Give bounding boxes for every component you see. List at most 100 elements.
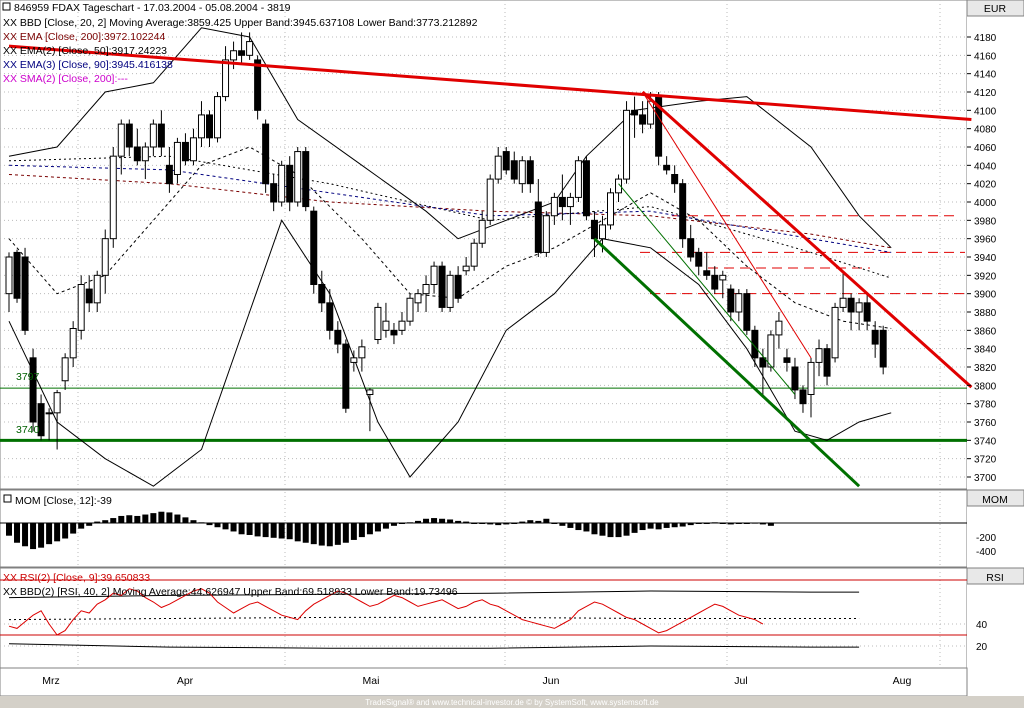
mom-bar (447, 519, 454, 523)
price-tick-label: 3880 (974, 308, 997, 319)
candle-down (783, 357, 791, 363)
rsi-lines (0, 579, 967, 649)
candle-up (566, 196, 574, 208)
candle-down (534, 201, 542, 253)
mom-bar (350, 523, 357, 540)
footer-credit: TradeSignal® and www.technical-investor.… (365, 698, 659, 707)
trendline-green (593, 237, 861, 488)
time-axis[interactable] (0, 667, 968, 697)
price-tick-label: 3760 (974, 418, 997, 429)
candle-down (85, 288, 93, 304)
mom-title: MOM [Close, 12]:-39 (15, 495, 112, 507)
month-label: Aug (893, 675, 912, 687)
mom-panel[interactable] (0, 489, 968, 568)
candle-down (21, 256, 29, 331)
mom-bar (471, 523, 478, 524)
mom-bar (222, 523, 229, 530)
candle-up (45, 412, 53, 415)
mom-bar (30, 523, 37, 550)
candle-down (791, 366, 799, 391)
price-tick-label: 3980 (974, 216, 997, 227)
candle-down (526, 160, 534, 185)
candle-up (518, 160, 526, 185)
grid (0, 0, 967, 668)
candle-up (470, 242, 478, 267)
price-tick-label: 3840 (974, 345, 997, 356)
rsi-line (8, 588, 764, 636)
mom-bar (374, 523, 381, 532)
mom-bar (463, 521, 470, 523)
mom-bar (246, 523, 253, 535)
mom-window-icon[interactable] (3, 494, 12, 503)
mom-bar (543, 518, 550, 523)
candle-down (29, 357, 37, 423)
candle-down (454, 274, 462, 299)
candle-up (815, 348, 823, 363)
price-tick-label: 3900 (974, 290, 997, 301)
candle-down (823, 348, 831, 377)
price-tick-label: 4120 (974, 88, 997, 99)
candle-up (735, 293, 743, 313)
mom-bar (182, 517, 189, 523)
mom-bar (743, 523, 750, 524)
rsi-axis-label: RSI (986, 572, 1004, 584)
candle-up (574, 160, 582, 198)
candle-down (727, 288, 735, 313)
candle-down (759, 357, 767, 368)
mom-bar (607, 523, 614, 538)
mom-bar (639, 523, 646, 531)
price-tick-label: 4160 (974, 51, 997, 62)
trendline-red-steep (641, 90, 973, 389)
mom-axis-header (966, 489, 1024, 507)
mom-bar (214, 523, 221, 528)
candle-up (478, 219, 486, 244)
mom-bar (198, 522, 205, 524)
candle-down (334, 329, 342, 345)
candle-up (494, 155, 502, 180)
month-label: Jul (734, 675, 747, 687)
window-icon[interactable] (2, 2, 11, 11)
price-panel[interactable] (0, 0, 968, 490)
mom-bar (390, 523, 397, 526)
legend-ema-50: XX EMA(2) [Close, 50]:3917.24223 (3, 45, 167, 57)
mom-bar (358, 523, 365, 538)
candle-up (550, 196, 558, 217)
candle-down (390, 329, 398, 336)
mom-bar (70, 523, 77, 534)
price-tick-label: 3800 (974, 381, 997, 392)
month-label: Apr (177, 675, 194, 687)
price-tick-label: 4060 (974, 143, 997, 154)
mom-bar (615, 523, 622, 538)
mom-bar (591, 523, 598, 535)
mom-bar (230, 523, 237, 532)
legend-bbd: XX BBD [Close, 20, 2] Moving Average:385… (3, 17, 478, 29)
mom-bar (342, 523, 349, 543)
candle-up (462, 265, 470, 272)
candle-down (310, 210, 318, 286)
mom-bar (431, 518, 438, 523)
mom-bar (567, 523, 574, 528)
mom-bar (719, 523, 726, 524)
month-ticks: Mrz Apr Mai Jun Jul Aug (42, 675, 911, 687)
mom-bar (366, 523, 373, 535)
mom-bar (511, 523, 518, 524)
mom-bar (559, 523, 566, 526)
mom-bar (711, 522, 718, 524)
candle-up (117, 123, 125, 157)
mom-bar (22, 523, 29, 547)
price-tick-label: 4000 (974, 198, 997, 209)
price-tick-label: 4020 (974, 180, 997, 191)
mom-bar (294, 523, 301, 542)
candle-down (326, 302, 334, 331)
candle-down (270, 183, 278, 203)
bollinger-upper-band (8, 27, 892, 249)
price-axis[interactable] (967, 0, 1024, 708)
legend-sma-200: XX SMA(2) [Close, 200]:--- (3, 73, 128, 85)
candle-down (206, 114, 213, 139)
mom-bar (118, 515, 125, 523)
candles (5, 32, 887, 450)
footer-bar (0, 696, 1024, 708)
legend-ema-90: XX EMA(3) [Close, 90]:3945.416138 (3, 59, 173, 71)
mom-bar (54, 523, 61, 542)
mom-bar (759, 523, 766, 525)
